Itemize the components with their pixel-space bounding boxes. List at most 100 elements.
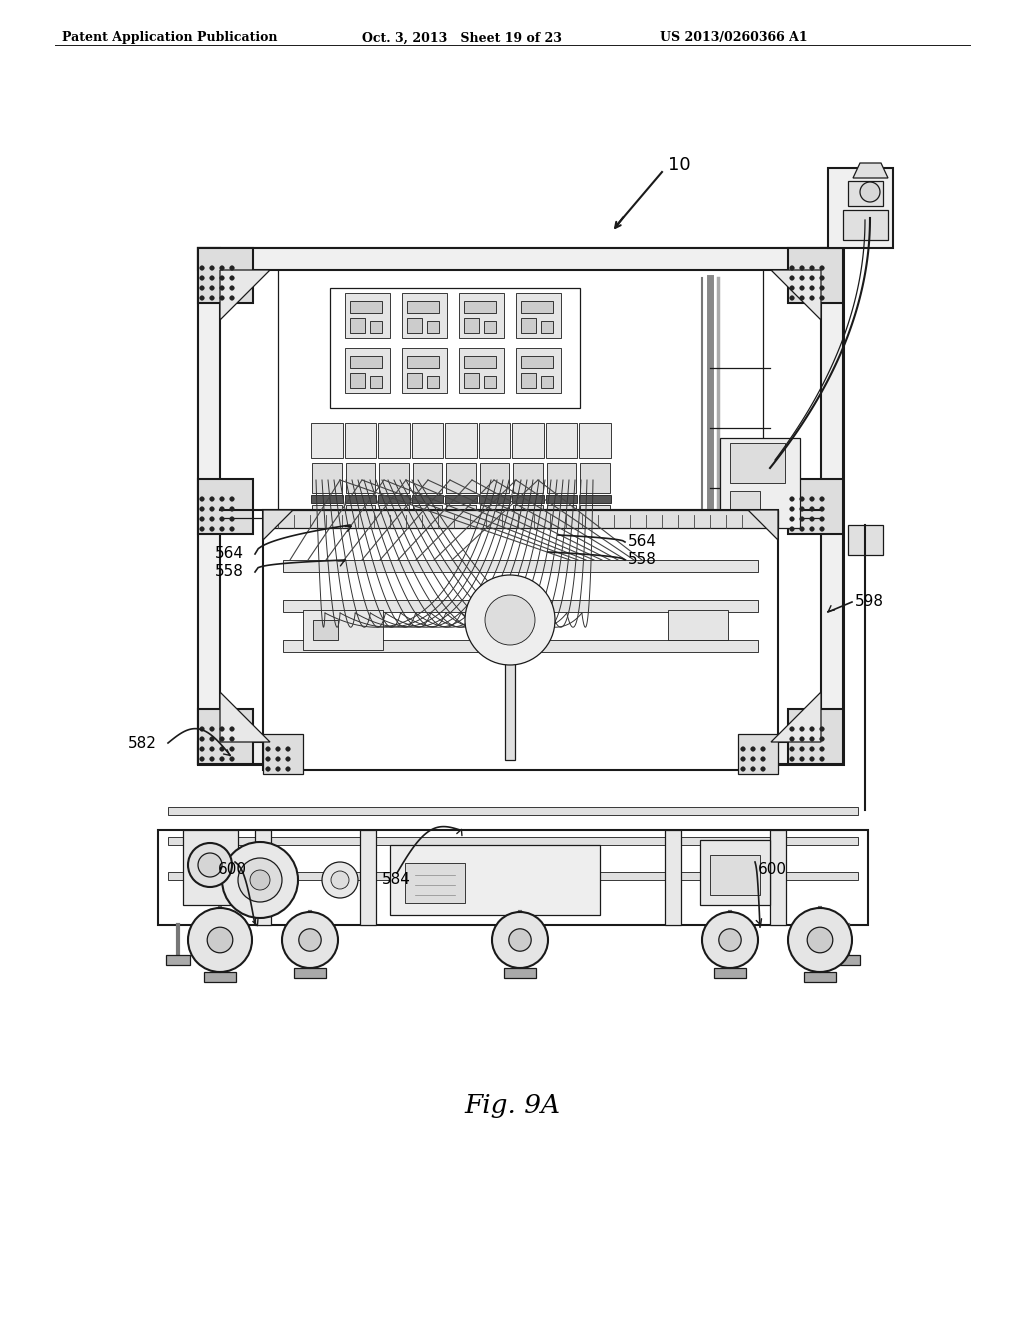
Circle shape (286, 747, 290, 751)
Circle shape (810, 527, 814, 531)
Circle shape (761, 756, 765, 762)
Circle shape (820, 737, 824, 742)
Bar (738, 734, 778, 774)
Text: 584: 584 (382, 873, 411, 887)
Circle shape (229, 727, 234, 731)
Circle shape (810, 747, 814, 751)
Bar (427, 376, 439, 388)
Circle shape (820, 756, 824, 762)
Bar (464, 301, 496, 313)
Bar (345, 463, 375, 492)
Bar (547, 463, 577, 492)
Bar (482, 556, 506, 578)
Circle shape (820, 507, 824, 511)
Circle shape (810, 507, 814, 511)
Circle shape (740, 767, 745, 771)
Bar (370, 321, 382, 333)
Bar (344, 495, 376, 503)
Bar (480, 463, 509, 492)
Bar (541, 321, 553, 333)
Circle shape (800, 296, 804, 300)
Polygon shape (853, 162, 888, 178)
Circle shape (790, 517, 795, 521)
Bar (198, 248, 843, 764)
Circle shape (207, 927, 232, 953)
Bar (479, 495, 510, 503)
Circle shape (820, 727, 824, 731)
Bar (700, 840, 770, 906)
Circle shape (800, 507, 804, 511)
Bar (668, 610, 728, 640)
Circle shape (286, 767, 290, 771)
Circle shape (200, 496, 204, 502)
Circle shape (210, 727, 214, 731)
Circle shape (751, 747, 756, 751)
Bar (804, 972, 836, 982)
Circle shape (200, 265, 204, 271)
Bar (311, 422, 343, 458)
Bar (521, 318, 536, 333)
Circle shape (790, 756, 795, 762)
Circle shape (790, 507, 795, 511)
Bar (546, 495, 578, 503)
Bar (412, 495, 443, 503)
Bar (379, 506, 409, 553)
Bar (513, 506, 543, 553)
Circle shape (210, 265, 214, 271)
Bar (348, 556, 372, 578)
Bar (586, 579, 605, 598)
Bar (450, 556, 473, 578)
Bar (546, 422, 578, 458)
Bar (459, 348, 504, 393)
Bar (788, 248, 843, 304)
Bar (350, 318, 365, 333)
Bar (484, 579, 505, 598)
Text: 558: 558 (628, 553, 656, 568)
Bar (505, 620, 515, 760)
Bar (360, 830, 376, 925)
Circle shape (198, 853, 222, 876)
Bar (300, 603, 622, 611)
Circle shape (509, 929, 531, 952)
Text: 10: 10 (668, 156, 690, 174)
Bar (317, 579, 337, 598)
Circle shape (200, 507, 204, 511)
Circle shape (229, 286, 234, 290)
Circle shape (200, 276, 204, 280)
Circle shape (220, 747, 224, 751)
Circle shape (229, 265, 234, 271)
Bar (552, 579, 571, 598)
Text: Patent Application Publication: Patent Application Publication (62, 32, 278, 45)
Circle shape (220, 265, 224, 271)
Bar (521, 356, 553, 368)
Bar (547, 506, 577, 553)
Bar (504, 968, 536, 978)
Bar (198, 248, 253, 304)
Bar (315, 556, 339, 578)
Circle shape (210, 527, 214, 531)
Circle shape (200, 737, 204, 742)
Circle shape (800, 727, 804, 731)
Bar (418, 579, 437, 598)
Circle shape (740, 747, 745, 751)
Bar (464, 356, 496, 368)
Circle shape (188, 908, 252, 972)
Circle shape (820, 265, 824, 271)
Bar (382, 556, 406, 578)
Circle shape (820, 517, 824, 521)
Text: Fig. 9A: Fig. 9A (464, 1093, 560, 1118)
Circle shape (800, 265, 804, 271)
Circle shape (465, 576, 555, 665)
Circle shape (322, 862, 358, 898)
Circle shape (800, 276, 804, 280)
Circle shape (266, 747, 270, 751)
Circle shape (790, 747, 795, 751)
Bar (168, 807, 858, 814)
Bar (714, 968, 746, 978)
Text: 582: 582 (128, 735, 157, 751)
Bar (843, 210, 888, 240)
Text: 600: 600 (218, 862, 247, 878)
Circle shape (810, 737, 814, 742)
Circle shape (210, 286, 214, 290)
Bar (521, 301, 553, 313)
